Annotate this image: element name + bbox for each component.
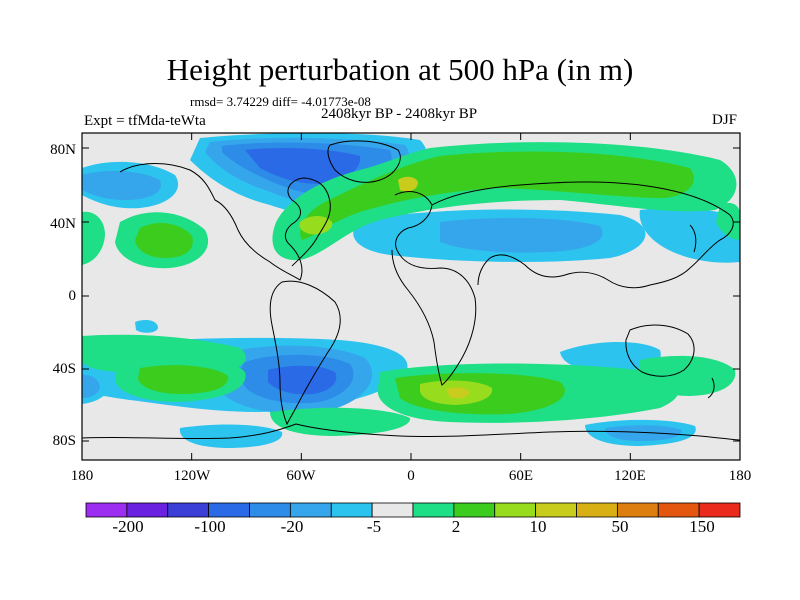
colorbar-swatch-9 — [453, 502, 496, 518]
stats-line: rmsd= 3.74229 diff= -4.01773e-08 — [190, 94, 371, 109]
lon-label-120w: 120W — [173, 468, 211, 484]
lat-label-equator: 0 — [68, 288, 77, 304]
colorbar-swatch-11 — [535, 502, 577, 518]
colorbar-swatch-7 — [371, 502, 414, 518]
coastline-asia — [431, 181, 734, 289]
colorbar-swatch-13 — [616, 502, 659, 518]
coastline-australia — [625, 324, 695, 377]
contour-pos-west-edge-north — [82, 211, 105, 265]
contour-neg-north-america-center — [245, 148, 361, 184]
contour-neg-eurasia-mid-core — [440, 217, 603, 253]
contour-neg-southern-ocean — [179, 424, 283, 448]
map-title: Height perturbation at 500 hPa (in m) — [166, 52, 634, 87]
contour-neg-small-pacific — [135, 320, 158, 333]
lon-label-0: 0 — [407, 468, 415, 484]
contour-pos-atlantic-arc-lime — [299, 216, 333, 235]
contour-field — [82, 133, 740, 460]
colorbar-label-50: 50 — [611, 517, 629, 536]
coastline-japan — [689, 224, 697, 253]
contour-neg-west-edge-core — [82, 374, 100, 398]
colorbar-label-minus200: -200 — [112, 517, 144, 536]
colorbar-label-150: 150 — [689, 517, 715, 536]
contour-neg-south-america-center — [268, 365, 337, 395]
colorbar-swatch-14 — [657, 502, 700, 518]
lon-label-120e: 120E — [614, 468, 646, 484]
contour-pos-south-indian-east — [638, 355, 736, 396]
colorbar-label-10: 10 — [529, 517, 547, 536]
coastline-south-america — [269, 280, 341, 426]
period-label: 2408kyr BP - 2408kyr BP — [321, 106, 478, 122]
colorbar-swatch-15 — [698, 502, 741, 518]
contour-neg-pacific-east — [639, 207, 740, 263]
contour-pos-antarctic-belt — [270, 407, 411, 436]
colorbar-swatch-5 — [289, 502, 332, 518]
lat-label-40s: 40S — [52, 361, 76, 377]
coastlines — [82, 140, 740, 441]
colorbar-label-minus20: -20 — [280, 517, 304, 536]
colorbar-swatch-0 — [85, 502, 128, 518]
experiment-label: Expt = tfMda-teWta — [84, 113, 206, 129]
colorbar-swatch-6 — [330, 502, 373, 518]
coastline-antarctica — [82, 423, 740, 441]
colorbar — [85, 502, 741, 518]
colorbar-swatch-4 — [249, 502, 291, 518]
colorbar-label-minus5: -5 — [366, 517, 382, 536]
lat-label-40n: 40N — [50, 216, 76, 232]
contour-pos-east-edge-north — [716, 203, 740, 240]
colorbar-swatch-8 — [412, 502, 455, 518]
coastline-europe-africa — [391, 191, 477, 386]
colorbar-swatch-10 — [494, 502, 537, 518]
lat-label-80s: 80S — [52, 433, 76, 449]
lat-label-80n: 80N — [50, 142, 76, 158]
lon-label-60e: 60E — [508, 468, 534, 484]
colorbar-swatch-3 — [208, 502, 250, 518]
contour-pos-north-atlantic-peak — [398, 176, 418, 192]
season-label: DJF — [712, 112, 738, 128]
coastline-greenland — [327, 140, 401, 183]
lon-label-180e: 180 — [728, 468, 752, 484]
colorbar-swatch-12 — [576, 502, 618, 518]
colorbar-label-2: 2 — [451, 517, 461, 536]
lon-label-60w: 60W — [286, 468, 316, 484]
contour-pos-pacific-west-core — [135, 222, 193, 258]
contour-neg-antarctic-east-core — [605, 425, 682, 441]
coastline-new-zealand — [707, 377, 715, 399]
contour-neg-pacific-north-core — [82, 170, 161, 200]
contour-neg-indian-ocean — [560, 341, 661, 372]
colorbar-swatch-1 — [126, 502, 169, 518]
lon-label-180w: 180 — [70, 468, 94, 484]
contour-pos-south-pacific-core — [138, 365, 229, 394]
axis-ticks — [81, 133, 741, 460]
contour-pos-south-atlantic-yellow — [446, 387, 470, 399]
colorbar-label-minus100: -100 — [194, 517, 226, 536]
colorbar-swatch-2 — [167, 502, 210, 518]
contour-pos-atlantic-arc-core — [300, 151, 694, 240]
coastline-north-america — [119, 163, 331, 281]
